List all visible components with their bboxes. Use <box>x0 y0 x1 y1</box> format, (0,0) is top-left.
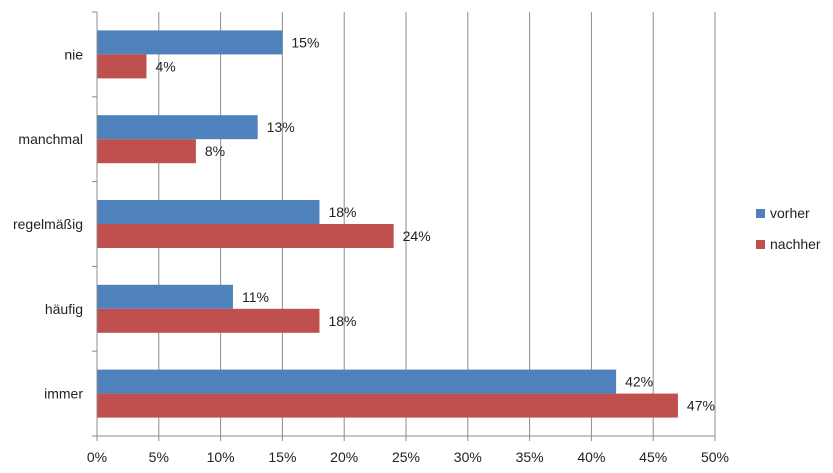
bar-nachher <box>97 54 147 79</box>
bar-vorher <box>97 200 320 224</box>
x-tick-label: 0% <box>87 449 107 465</box>
legend-label: nachher <box>770 236 821 252</box>
bar-nachher <box>97 308 320 333</box>
data-label: 8% <box>205 143 225 159</box>
category-label: manchmal <box>18 131 83 147</box>
x-tick-label: 40% <box>577 449 605 465</box>
x-tick-label: 5% <box>149 449 169 465</box>
category-label: nie <box>64 46 83 62</box>
bars <box>97 30 678 418</box>
data-label: 4% <box>155 58 175 74</box>
data-label: 11% <box>242 289 269 305</box>
x-tick-label: 10% <box>207 449 235 465</box>
bar-vorher <box>97 115 258 140</box>
bar-nachher <box>97 139 196 164</box>
bar-vorher <box>97 30 283 55</box>
data-label: 13% <box>267 119 295 135</box>
x-tick-label: 15% <box>268 449 296 465</box>
legend-swatch-vorher <box>756 209 765 218</box>
x-tick-label: 20% <box>330 449 358 465</box>
data-label: 42% <box>625 374 653 390</box>
x-tick-label: 25% <box>392 449 420 465</box>
axes: 0% 5% 10% 15% 20% 25% 30% 35% 40% 45% 50% <box>87 11 729 465</box>
x-tick-label: 45% <box>639 449 667 465</box>
category-label: regelmäßig <box>13 216 83 232</box>
bar-vorher <box>97 369 617 394</box>
bar-nachher <box>97 393 678 418</box>
x-tick-label: 50% <box>701 449 729 465</box>
data-label: 47% <box>687 398 715 414</box>
legend: vorher nachher <box>756 205 821 252</box>
category-label: immer <box>44 386 83 402</box>
bar-vorher <box>97 284 233 309</box>
data-label: 18% <box>328 204 356 220</box>
bar-nachher <box>97 224 394 248</box>
legend-label: vorher <box>770 205 810 221</box>
x-tick-label: 35% <box>516 449 544 465</box>
data-label: 15% <box>291 34 319 50</box>
x-tick-label: 30% <box>454 449 482 465</box>
category-label: häufig <box>45 301 83 317</box>
gridlines <box>158 12 716 436</box>
data-label: 24% <box>403 228 431 244</box>
legend-swatch-nachher <box>756 240 765 249</box>
labels: nie 15% 4% manchmal 13% 8% regelmäßig 18% 24% häu… <box>13 34 715 413</box>
data-label: 18% <box>328 313 356 329</box>
